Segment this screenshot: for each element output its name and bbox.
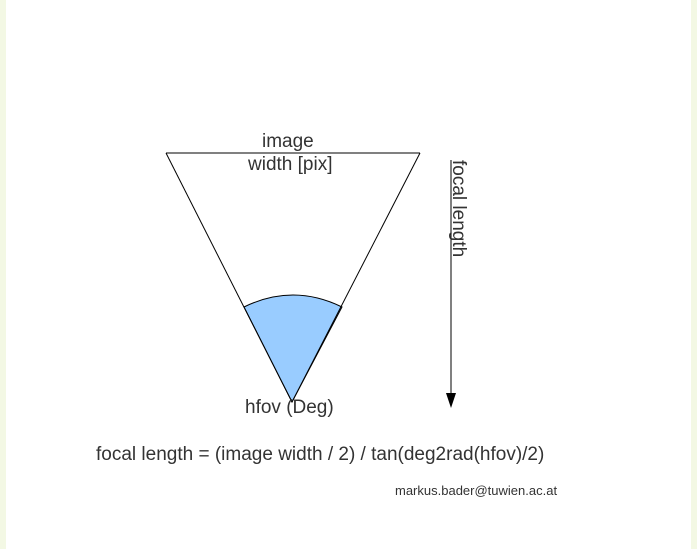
author-email: markus.bader@tuwien.ac.at [395, 483, 558, 498]
page-edge-left [0, 0, 6, 549]
focal-length-formula: focal length = (image width / 2) / tan(d… [96, 444, 545, 465]
page-edge-right [691, 0, 697, 549]
left-ray-line [165, 152, 293, 403]
hfov-sector [243, 294, 343, 404]
focal-length-arrowhead [446, 393, 456, 408]
image-width-label-line2: width [pix] [248, 154, 333, 175]
right-ray-line [291, 152, 421, 403]
hfov-label: hfov (Deg) [245, 397, 334, 418]
focal-length-side-label: focal length [448, 160, 469, 258]
image-width-label-line1: image [262, 131, 314, 152]
